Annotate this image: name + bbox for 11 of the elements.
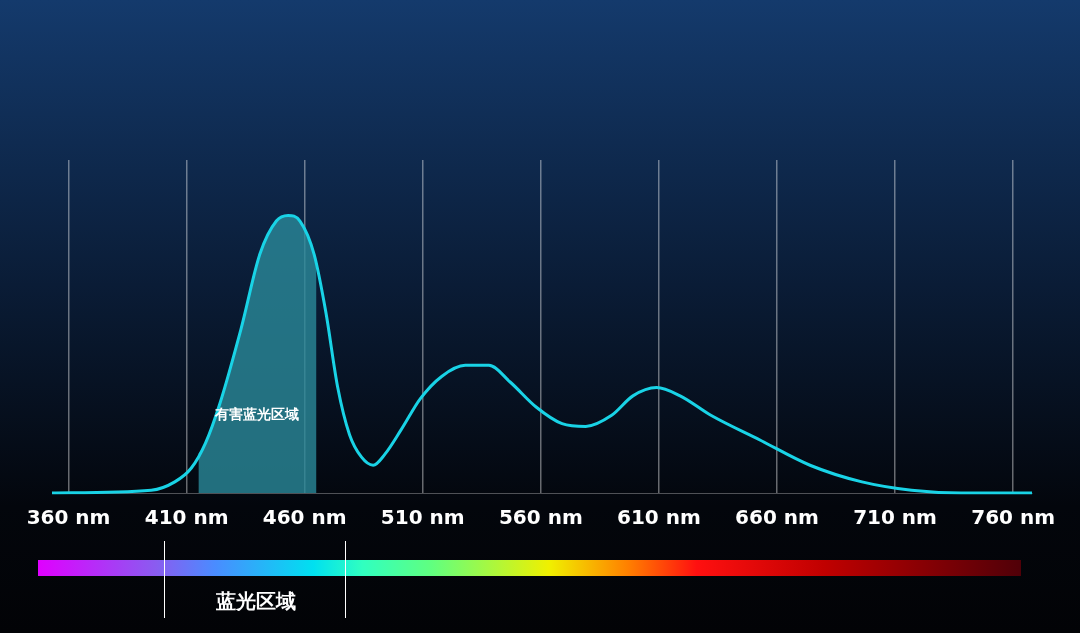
x-tick-label: 610 nm: [616, 505, 701, 530]
x-tick-label: 760 nm: [971, 505, 1056, 530]
x-tick-label: 510 nm: [380, 505, 465, 530]
x-tick-label: 410 nm: [144, 505, 229, 530]
x-tick-label: 460 nm: [262, 505, 347, 530]
x-tick-label: 710 nm: [853, 505, 937, 530]
text: 蓝光区域: [215, 589, 296, 614]
x-tick-label: 360 nm: [26, 505, 111, 530]
x-tick-label: 660 nm: [735, 505, 819, 530]
series-label: 有害蓝光区域: [214, 405, 300, 422]
x-tick-label: 560 nm: [498, 505, 583, 530]
